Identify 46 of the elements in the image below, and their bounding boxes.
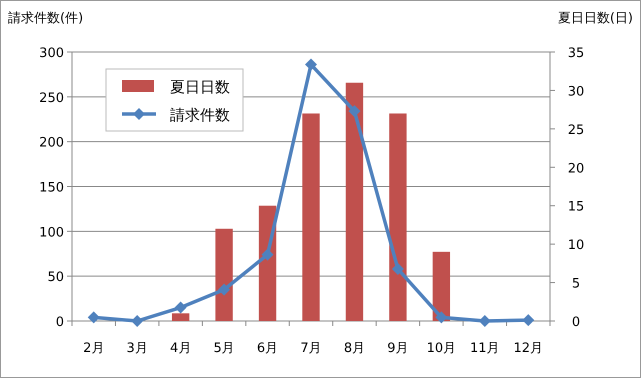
point: [88, 311, 100, 324]
x-tick-label: 8月: [344, 341, 366, 356]
x-tick-label: 3月: [126, 341, 148, 356]
legend-label: 夏日日数: [170, 78, 230, 96]
y2-tick-label: 30: [568, 84, 584, 100]
y-tick-label: 100: [39, 225, 64, 240]
y-tick-label: 50: [47, 270, 64, 286]
point: [262, 248, 274, 261]
y2-tick-label: 25: [568, 122, 584, 138]
point: [392, 262, 404, 275]
x-tick-label: 12月: [514, 341, 544, 356]
bar: [346, 82, 364, 321]
bar: [215, 228, 233, 321]
y2-tick-label: 10: [568, 238, 584, 254]
x-tick-label: 10月: [426, 341, 456, 356]
point: [305, 58, 317, 71]
point: [174, 302, 187, 314]
bar: [389, 113, 407, 321]
bar: [172, 313, 190, 321]
x-tick-label: 5月: [213, 341, 235, 356]
x-tick-label: 11月: [470, 341, 500, 356]
y-tick-label: 200: [39, 136, 64, 151]
y-tick-label: 300: [39, 46, 64, 61]
x-tick-label: 4月: [170, 341, 192, 356]
point: [435, 311, 448, 324]
y2-tick-label: 35: [568, 46, 584, 61]
y2-tick-label: 20: [568, 161, 584, 176]
y-axis-title: 請求件数(件): [8, 11, 84, 26]
point: [348, 105, 360, 118]
y2-tick-label: 5: [572, 276, 580, 292]
x-tick-label: 9月: [387, 341, 409, 356]
y-tick-label: 0: [56, 315, 64, 330]
legend-label: 請求件数: [170, 106, 230, 124]
x-tick-label: 7月: [300, 341, 322, 356]
y2-tick-label: 15: [568, 200, 584, 215]
y-tick-label: 250: [39, 90, 64, 106]
x-tick-label: 2月: [83, 341, 104, 356]
point: [131, 315, 144, 327]
bar: [302, 113, 320, 321]
point: [218, 284, 230, 296]
point: [478, 315, 491, 327]
x-tick-label: 6月: [256, 341, 278, 356]
bar: [432, 252, 450, 321]
y-tick-label: 150: [39, 180, 64, 196]
y2-axis-title: 夏日日数(日): [558, 11, 633, 26]
y2-tick-label: 0: [572, 315, 580, 330]
